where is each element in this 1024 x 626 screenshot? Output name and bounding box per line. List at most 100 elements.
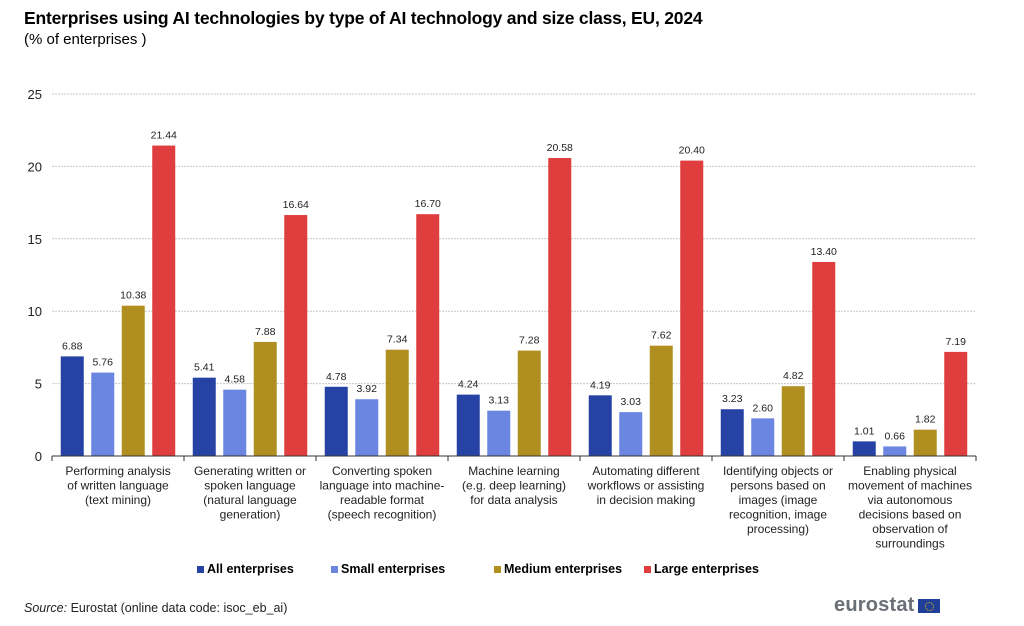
- bar-all-enterprises: [720, 409, 744, 456]
- x-category-label-line: movement of machines: [848, 479, 972, 493]
- value-label: 4.78: [326, 371, 347, 383]
- value-label: 3.03: [621, 396, 642, 408]
- bar-large-enterprises: [812, 261, 836, 456]
- bar-large-enterprises: [548, 158, 572, 457]
- value-label: 13.40: [811, 246, 837, 258]
- legend-label-medium: Medium enterprises: [504, 562, 623, 576]
- y-tick-label: 10: [28, 304, 42, 319]
- value-label: 1.82: [915, 414, 936, 426]
- x-category-label-line: decisions based on: [859, 508, 962, 522]
- value-label: 5.41: [194, 362, 215, 374]
- bar-medium-enterprises: [781, 386, 805, 456]
- value-label: 0.66: [885, 430, 906, 442]
- x-category-label-line: Generating written or: [194, 464, 306, 478]
- bar-medium-enterprises: [253, 341, 277, 456]
- x-category-label-line: processing): [747, 522, 809, 536]
- bar-all-enterprises: [192, 377, 216, 456]
- bar-small-enterprises: [223, 389, 247, 456]
- y-tick-label: 25: [28, 87, 42, 102]
- bar-all-enterprises: [456, 394, 480, 456]
- bar-small-enterprises: [487, 410, 511, 456]
- x-category-label-line: in decision making: [597, 493, 696, 507]
- legend-swatch-small: [331, 565, 338, 573]
- bar-small-enterprises: [619, 412, 643, 456]
- legend-item-small[interactable]: Small enterprises: [331, 562, 445, 576]
- legend-item-large[interactable]: Large enterprises: [644, 562, 759, 576]
- x-category-label: Machine learning (e.g. deep learning) for …: [462, 464, 566, 507]
- x-category-label: Converting spoken language into machine-r…: [320, 464, 445, 522]
- legend-item-medium[interactable]: Medium enterprises: [494, 562, 622, 576]
- value-label: 3.13: [489, 395, 510, 407]
- value-label: 4.58: [225, 374, 246, 386]
- bar-all-enterprises: [852, 441, 876, 456]
- value-label: 1.01: [854, 425, 875, 437]
- x-category-label: Identifying objects or persons based on im…: [723, 464, 833, 536]
- x-category-label-line: persons based on: [730, 479, 825, 493]
- x-category-label-line: (text mining): [85, 493, 151, 507]
- x-category-label-line: of written language: [67, 479, 169, 493]
- x-axis: [51, 455, 977, 461]
- x-category-label-line: Machine learning: [468, 464, 559, 478]
- bar-small-enterprises: [751, 418, 775, 456]
- chart-title: Enterprises using AI technologies by typ…: [24, 8, 703, 28]
- x-category-label-line: spoken language: [204, 479, 296, 493]
- value-label: 7.28: [519, 335, 540, 347]
- bar-medium-enterprises: [385, 349, 409, 456]
- x-category-label: Enabling physical movement of machines via…: [848, 464, 972, 551]
- value-label: 3.23: [722, 393, 743, 405]
- bar-medium-enterprises: [649, 345, 673, 456]
- bar-small-enterprises: [91, 372, 115, 456]
- gridlines: [52, 93, 976, 385]
- x-category-label-line: (e.g. deep learning): [462, 479, 566, 493]
- value-label: 10.38: [120, 290, 146, 302]
- x-category-label-line: via autonomous: [868, 493, 953, 507]
- x-category-label-line: surroundings: [875, 537, 944, 551]
- eu-flag-icon: [917, 598, 940, 613]
- legend-swatch-large: [644, 565, 651, 573]
- value-label: 16.70: [415, 198, 441, 210]
- source-label: Source:: [24, 601, 68, 615]
- value-label: 20.58: [547, 142, 573, 154]
- legend-label-small: Small enterprises: [341, 562, 446, 576]
- legend-swatch-all: [197, 565, 204, 573]
- value-label: 7.88: [255, 326, 276, 338]
- value-label: 7.34: [387, 334, 408, 346]
- bar-large-enterprises: [152, 145, 176, 456]
- x-category-label-line: for data analysis: [470, 493, 557, 507]
- x-category-label-line: Identifying objects or: [723, 464, 833, 478]
- value-label: 16.64: [283, 199, 309, 211]
- x-category-label-line: images (image: [739, 493, 818, 507]
- bar-small-enterprises: [883, 446, 907, 456]
- legend-item-all[interactable]: All enterprises: [197, 562, 294, 576]
- x-category-label-line: Automating different: [592, 464, 700, 478]
- chart-subtitle: (% of enterprises ): [24, 31, 147, 48]
- bar-large-enterprises: [284, 215, 308, 456]
- bar-all-enterprises: [324, 386, 348, 456]
- value-label: 3.92: [357, 383, 378, 395]
- value-label: 4.19: [590, 379, 611, 391]
- bar-medium-enterprises: [913, 429, 937, 456]
- bar-all-enterprises: [588, 395, 612, 456]
- source-note: Source: Eurostat (online data code: isoc…: [24, 601, 287, 615]
- x-category-label-line: Performing analysis: [65, 464, 170, 478]
- logo-text: eurostat: [834, 594, 915, 616]
- bars: [60, 145, 968, 457]
- value-label: 5.76: [93, 357, 114, 369]
- legend: All enterprises Small enterprises Medium…: [0, 562, 1024, 582]
- x-category-label-line: generation): [220, 508, 281, 522]
- value-label: 20.40: [679, 145, 705, 157]
- x-category-label-line: language into machine-: [320, 479, 445, 493]
- x-axis-labels: Performing analysis of written language (t…: [65, 464, 972, 551]
- bar-large-enterprises: [680, 160, 704, 456]
- eurostat-logo: eurostat: [834, 594, 940, 617]
- value-label: 4.82: [783, 370, 804, 382]
- y-axis-ticks: 0 5 10 15 20 25: [28, 87, 42, 464]
- bar-medium-enterprises: [121, 305, 145, 456]
- y-tick-label: 0: [35, 449, 42, 464]
- bar-medium-enterprises: [517, 350, 541, 456]
- value-labels: 6.88 5.41 4.78 4.24 4.19 3.23 1.01 5.76 4.58 3.92…: [62, 130, 966, 443]
- value-label: 2.60: [753, 402, 774, 414]
- value-label: 7.19: [946, 336, 967, 348]
- legend-label-large: Large enterprises: [654, 562, 759, 576]
- source-text: Eurostat (online data code: isoc_eb_ai): [67, 601, 288, 615]
